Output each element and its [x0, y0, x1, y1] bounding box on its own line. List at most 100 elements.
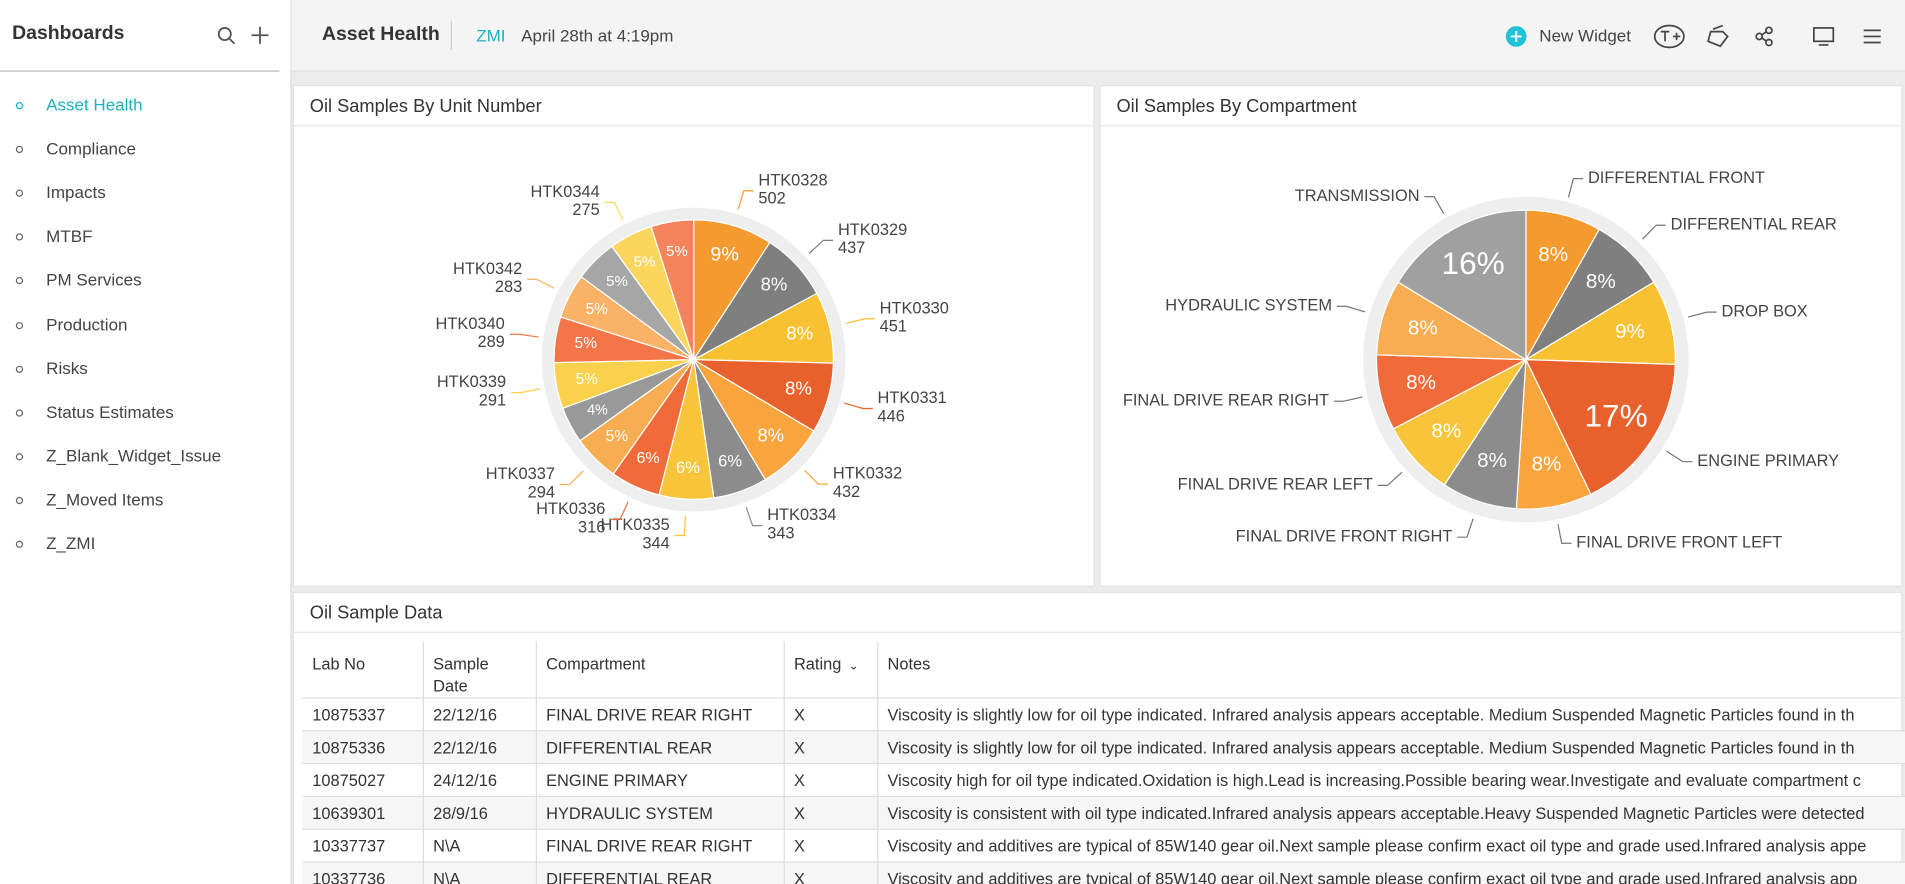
paint-icon[interactable] [1707, 24, 1729, 48]
leader-line [610, 501, 629, 521]
slice-category-label: HTK0337 [486, 465, 555, 483]
table-cell: 10875336 [302, 730, 424, 765]
slice-category-label: HTK0330 [880, 299, 949, 317]
sidebar-item[interactable]: Status Estimates [46, 401, 174, 422]
pie-chart: 8% DIFFERENTIAL FRONT 8% DIFFERENTIAL REAR 9… [1123, 169, 1839, 552]
bullet [15, 452, 24, 461]
slice-percent-label: 8% [1431, 419, 1461, 442]
pie-slice [650, 219, 695, 360]
slice-percent-label: 8% [1408, 316, 1438, 339]
slice-percent-label: 9% [1615, 320, 1645, 343]
sidebar-item[interactable]: Production [46, 314, 128, 334]
slice-category-label: HTK0336 [536, 500, 605, 518]
new-widget-icon[interactable] [1505, 26, 1527, 48]
table-cell: X [783, 796, 878, 830]
widget-title: Oil Samples By Compartment [1116, 95, 1357, 117]
slice-category-label: HTK0335 [600, 516, 669, 534]
table-row: 10337737 N\A FINAL DRIVE REAR RIGHT X Viscos… [302, 829, 1905, 863]
widget: Oil Samples By Compartment 8% DIFFERENTIA… [1099, 85, 1903, 587]
table-cell: Viscosity is consistent with oil type in… [877, 796, 1905, 830]
sidebar-item[interactable]: Asset Health [46, 94, 143, 115]
add-icon[interactable] [251, 26, 269, 44]
slice-category-label: HTK0328 [758, 171, 827, 189]
slice-category-label: HTK0332 [833, 465, 902, 483]
data-table: Lab No Sample Date Compartment Rating ⌄ Notes… [302, 641, 1905, 884]
slice-percent-label: 8% [1538, 243, 1568, 266]
new-widget-button[interactable]: New Widget [1539, 25, 1631, 45]
sidebar: Dashboards Asset Health Compliance Impacts… [0, 0, 292, 884]
leader-line [1457, 518, 1474, 538]
sidebar-item[interactable]: Compliance [46, 138, 136, 159]
slice-percent-label: 9% [710, 243, 739, 265]
column-header: Sample Date [422, 641, 537, 699]
share-icon[interactable] [1755, 26, 1773, 47]
pie-slice [1523, 281, 1676, 366]
column-header: Notes [877, 641, 1905, 699]
table-cell: Viscosity and additives are typical of 8… [877, 861, 1905, 884]
leader-line [1666, 450, 1693, 463]
slice-percent-label: 8% [1477, 449, 1507, 472]
slice-percent-label: 5% [634, 253, 656, 270]
table-cell: 10875337 [302, 697, 424, 732]
leader-line [1336, 305, 1366, 313]
slice-category-label: HTK0344 [530, 183, 599, 201]
display-icon[interactable] [1813, 27, 1835, 46]
divider [0, 70, 280, 72]
slice-value-label: 437 [838, 239, 865, 257]
slice-percent-label: 8% [785, 378, 812, 399]
menu-icon[interactable] [1863, 29, 1881, 44]
bullet [15, 233, 24, 241]
slice-percent-label: 5% [606, 428, 629, 445]
table-body: 10875337 22/12/16 FINAL DRIVE REAR RIGHT X V… [302, 697, 1905, 884]
slice-category-label: FINAL DRIVE REAR RIGHT [1123, 392, 1329, 410]
slice-percent-label: 5% [575, 335, 598, 352]
table-cell: X [783, 861, 878, 884]
sidebar-item[interactable]: Risks [46, 357, 88, 378]
sidebar-item[interactable]: Impacts [46, 182, 106, 202]
bullet [15, 277, 24, 285]
table-cell: 10337736 [302, 861, 424, 884]
column-header[interactable]: Rating ⌄ [783, 641, 878, 699]
slice-category-label: HTK0339 [437, 373, 506, 391]
sidebar-tools [217, 26, 269, 45]
table-cell: X [783, 829, 878, 863]
sidebar-item[interactable]: Z_ZMI [46, 533, 96, 553]
bullet [15, 189, 24, 198]
leader-line [1642, 224, 1666, 240]
leader-line [559, 470, 584, 486]
slice-category-label: HTK0334 [767, 506, 836, 524]
leader-line [846, 318, 875, 324]
widget-divider [1100, 125, 1902, 127]
slice-category-label: DROP BOX [1721, 302, 1807, 320]
table-cell: FINAL DRIVE REAR RIGHT [535, 829, 785, 863]
sort-icon: ⌄ [848, 659, 859, 674]
sidebar-item[interactable]: Z_Blank_Widget_Issue [46, 445, 222, 466]
slice-percent-label: 5% [606, 273, 628, 290]
sidebar-item[interactable]: MTBF [46, 226, 93, 246]
slice-category-label: DIFFERENTIAL FRONT [1588, 169, 1765, 187]
leader-line [674, 516, 686, 537]
slice-percent-label: 4% [587, 402, 608, 418]
leader-line [510, 388, 540, 394]
table-row: 10875337 22/12/16 FINAL DRIVE REAR RIGHT X V… [302, 697, 1905, 732]
slice-percent-label: 6% [676, 458, 700, 477]
slice-category-label: HYDRAULIC SYSTEM [1165, 297, 1332, 315]
sidebar-item[interactable]: PM Services [46, 270, 142, 290]
slice-category-label: FINAL DRIVE FRONT RIGHT [1236, 528, 1453, 546]
sidebar-item[interactable]: Z_Moved Items [46, 489, 164, 509]
pie-slice [693, 219, 771, 362]
leader-line [1377, 471, 1403, 487]
slice-value-label: 446 [878, 407, 905, 425]
slice-value-label: 316 [578, 518, 605, 536]
search-icon[interactable] [217, 27, 232, 42]
column-header: Compartment [535, 641, 785, 699]
slice-percent-label: 5% [575, 371, 598, 388]
leader-line [1567, 178, 1584, 198]
header-tag[interactable]: ZMI [476, 25, 506, 45]
text-icon[interactable] [1653, 24, 1685, 49]
toolbar-icons [1653, 24, 1881, 49]
bullet [15, 540, 24, 548]
slice-category-label: FINAL DRIVE FRONT LEFT [1576, 534, 1782, 552]
slice-percent-label: 8% [758, 424, 785, 445]
leader-line [1424, 195, 1445, 214]
